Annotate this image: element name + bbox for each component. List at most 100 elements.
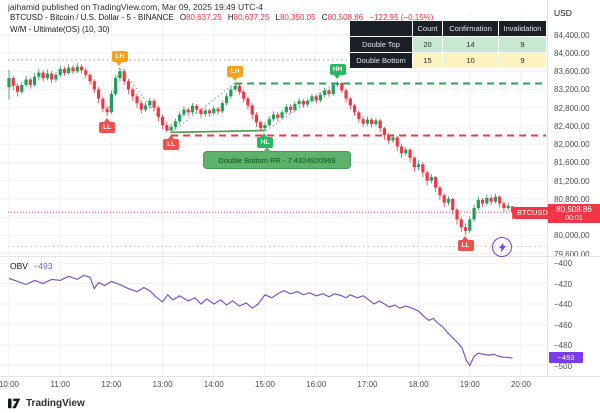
- candle: [220, 103, 224, 112]
- pattern-marker-ll: LL: [457, 236, 474, 252]
- candle: [203, 110, 207, 115]
- tooltip-arrow: [263, 147, 271, 152]
- price-tick-label: 82,000.00: [554, 140, 590, 150]
- candle: [280, 112, 284, 118]
- candle: [178, 114, 182, 122]
- candle: [335, 83, 340, 85]
- stats-header-confirmation: Confirmation: [443, 21, 498, 36]
- candle: [463, 227, 468, 231]
- candle: [41, 72, 45, 79]
- pattern-marker-lh: LH: [227, 66, 244, 82]
- price-tick-label: 82,400.00: [554, 121, 590, 131]
- candle: [331, 84, 335, 95]
- pattern-stats-table: Count Confirmation Invalidation Double T…: [350, 21, 546, 68]
- stats-row-double-bottom-label: Double Bottom: [350, 53, 412, 68]
- neckline: [171, 129, 266, 134]
- stats-row-double-top-label: Double Top: [350, 37, 412, 52]
- candle: [476, 199, 480, 209]
- time-tick-label: 12:00: [101, 380, 122, 389]
- candles: [7, 63, 515, 235]
- lightning-bolt-icon: [498, 242, 506, 252]
- pane-separator[interactable]: [0, 256, 600, 257]
- lightning-circle-icon[interactable]: [492, 237, 512, 257]
- stats-header-invalidation: Invalidation: [499, 21, 546, 36]
- candle: [429, 177, 433, 181]
- time-tick-label: 14:00: [203, 380, 224, 389]
- candle: [438, 187, 442, 196]
- candle: [58, 68, 62, 75]
- candle: [425, 172, 429, 181]
- candle: [459, 219, 463, 228]
- double-bottom-invalidation: 9: [499, 53, 546, 68]
- candle: [122, 71, 126, 82]
- candle: [195, 105, 199, 110]
- price-tick-label: 79,600.00: [554, 249, 590, 259]
- last-price-badge: 80,508.86 00:01: [548, 204, 600, 223]
- symbol-info-bar[interactable]: BTCUSD - Bitcoin / U.S. Dollar - 5 - BIN…: [10, 13, 433, 22]
- candle: [489, 198, 493, 202]
- candle: [75, 66, 79, 72]
- obv-name: OBV: [10, 261, 28, 271]
- candle: [114, 78, 118, 95]
- candle: [344, 90, 348, 99]
- candle: [480, 199, 485, 204]
- time-axis[interactable]: 10:00 11:00 12:00 13:00 14:00 15:00 16:00 17:00…: [0, 376, 600, 394]
- candle: [84, 70, 88, 75]
- candle: [451, 198, 455, 210]
- indicator-label[interactable]: W/M - Ultimate(OS) (10, 30): [10, 25, 110, 34]
- candle: [391, 137, 395, 141]
- candle: [472, 208, 476, 220]
- candle: [506, 205, 510, 209]
- change-value: −122.95 (−0.15%): [369, 13, 434, 22]
- candle: [408, 149, 412, 158]
- candle: [365, 119, 369, 124]
- candle: [96, 89, 101, 99]
- candle: [314, 96, 318, 101]
- candle: [412, 157, 416, 167]
- obv-tick-label: −500: [554, 361, 573, 371]
- candle: [20, 84, 24, 92]
- marker-label: LH: [115, 52, 125, 60]
- candle: [67, 67, 71, 74]
- candle: [263, 125, 267, 129]
- candle: [237, 85, 241, 92]
- candle: [88, 74, 92, 82]
- candle: [207, 110, 212, 114]
- candle: [327, 90, 331, 95]
- price-tick-label: 83,200.00: [554, 85, 590, 95]
- marker-label: HL: [260, 139, 270, 147]
- candle: [160, 116, 165, 126]
- low-label: L: [275, 13, 280, 22]
- tradingview-watermark[interactable]: TradingView: [8, 396, 85, 410]
- candle: [37, 72, 41, 77]
- time-tick-label: 20:00: [510, 380, 531, 389]
- marker-pointer: [103, 117, 110, 122]
- marker-pointer: [462, 236, 469, 241]
- time-tick-label: 10:00: [0, 380, 20, 389]
- close-value: 80,508.86: [327, 13, 364, 22]
- high-label: H: [227, 13, 234, 22]
- tradingview-logo-icon: [8, 398, 21, 409]
- candle: [361, 119, 365, 124]
- obv-indicator-label[interactable]: OBV −493: [10, 261, 52, 271]
- attribution-text: jaihamid published on TradingView.com, M…: [8, 2, 263, 12]
- candle: [148, 100, 152, 106]
- obv-line: [8, 274, 513, 367]
- candle: [374, 120, 378, 125]
- candle: [11, 78, 15, 86]
- candle: [190, 105, 195, 113]
- candle: [71, 67, 75, 72]
- candle: [135, 96, 139, 104]
- candle: [446, 198, 451, 203]
- marker-label: LL: [103, 123, 112, 131]
- candle: [404, 149, 408, 154]
- price-tick-label: 80,000.00: [554, 231, 590, 241]
- price-tick-label: 81,200.00: [554, 176, 590, 186]
- candle: [348, 98, 352, 106]
- obv-tick-label: −420: [554, 279, 573, 289]
- price-axis[interactable]: USD 84,400.00 84,000.00 83,600.00 83,200.00…: [547, 0, 600, 376]
- candle: [105, 108, 109, 113]
- candle: [15, 85, 20, 92]
